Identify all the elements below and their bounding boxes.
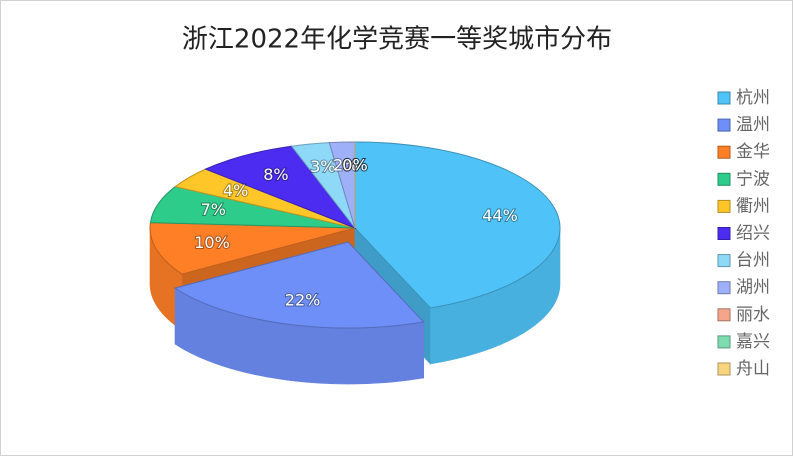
value-label: 10%	[194, 233, 230, 252]
value-label: 44%	[482, 206, 518, 225]
chart-title: 浙江2022年化学竞赛一等奖城市分布	[182, 25, 612, 55]
slice-top	[204, 145, 357, 230]
legend-swatch	[717, 308, 731, 322]
legend-swatch	[717, 254, 731, 268]
value-label: 0%	[342, 156, 367, 175]
value-label: 3%	[310, 157, 335, 176]
slice-top	[354, 141, 561, 309]
value-label: 2%	[333, 156, 358, 175]
legend-text: 金华	[736, 142, 770, 162]
legend-text: 舟山	[736, 359, 770, 379]
legend-swatch	[717, 199, 731, 213]
legend-swatch	[717, 172, 731, 186]
legend-swatch	[717, 281, 731, 295]
legend-text: 衢州	[736, 195, 770, 216]
legend-text: 绍兴	[736, 224, 770, 244]
value-label: 8%	[263, 165, 288, 184]
legend-swatch	[717, 91, 731, 105]
value-label: 4%	[223, 181, 248, 200]
value-label: 0%	[342, 156, 367, 175]
legend-text: 丽水	[736, 305, 770, 325]
slice-top	[173, 241, 425, 329]
slice-top	[149, 222, 356, 275]
legend-swatch	[717, 362, 731, 376]
legend-text: 宁波	[736, 169, 770, 189]
legend-text: 台州	[736, 251, 770, 271]
value-label: 0%	[342, 156, 367, 175]
legend-text: 温州	[736, 115, 770, 135]
legend-text: 杭州	[736, 88, 770, 108]
value-label: 22%	[285, 290, 321, 309]
value-label: 7%	[201, 200, 226, 219]
legend-swatch	[717, 227, 731, 240]
legend-text: 湖州	[736, 278, 770, 298]
legend-swatch	[717, 118, 731, 132]
legend-text: 嘉兴	[736, 332, 770, 352]
legend-swatch	[717, 145, 731, 159]
legend-swatch	[717, 335, 731, 349]
